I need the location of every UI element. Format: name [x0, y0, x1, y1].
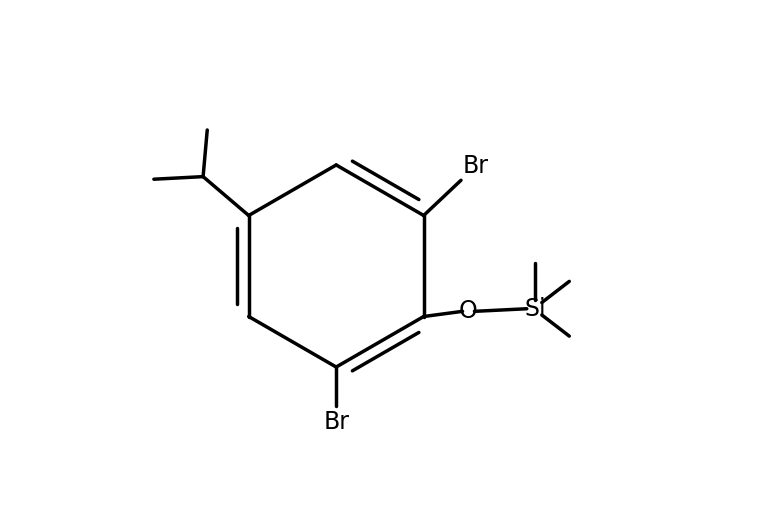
Text: Br: Br — [323, 410, 349, 434]
Text: Br: Br — [463, 154, 489, 178]
Text: Si: Si — [525, 297, 546, 321]
Text: O: O — [459, 300, 477, 323]
